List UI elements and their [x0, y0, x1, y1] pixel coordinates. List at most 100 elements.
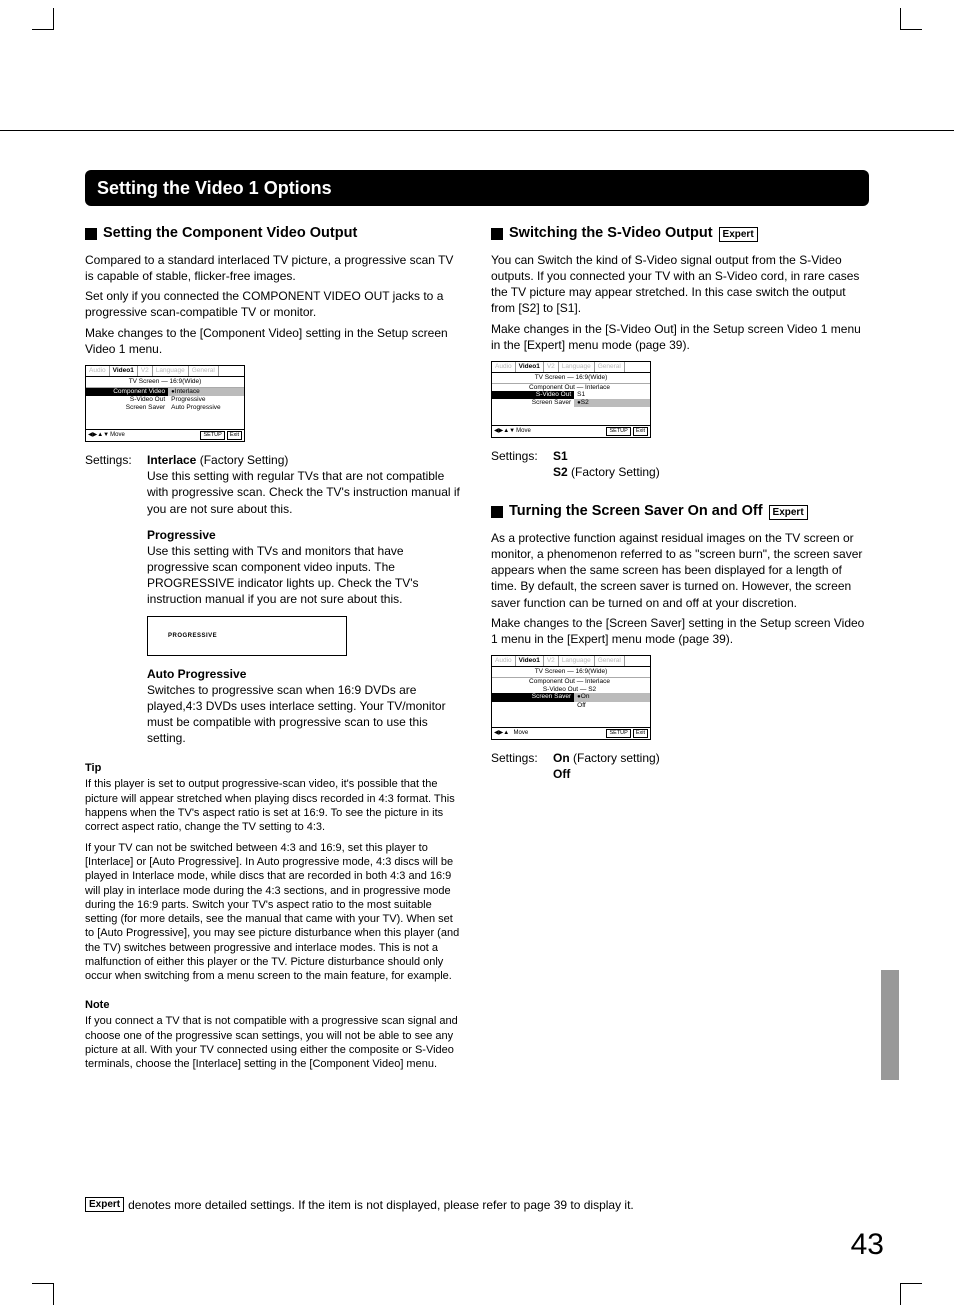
menu-row: S-Video Out S1 [492, 391, 650, 399]
section-title: Setting the Video 1 Options [85, 170, 869, 206]
setting-name: Auto Progressive [147, 666, 463, 682]
paragraph: Set only if you connected the COMPONENT … [85, 288, 463, 320]
menu-row: Screen Saver Auto Progressive [86, 404, 244, 412]
menu-header: TV Screen — 16:9(Wide) [492, 373, 650, 384]
setup-button: SETUP [200, 431, 224, 440]
square-bullet-icon [491, 506, 503, 518]
paragraph: You can Switch the kind of S-Video signa… [491, 252, 869, 317]
note-heading: Note [85, 998, 463, 1013]
setting-body: Switches to progressive scan when 16:9 D… [147, 682, 463, 747]
side-tab [881, 970, 899, 1080]
footer-buttons: SETUP Exit [200, 431, 242, 440]
nav-icons: ◀▶▲▼ Move [494, 428, 531, 435]
exit-button: Exit [227, 431, 242, 440]
tab-active: Video1 [516, 362, 544, 372]
nav-icons: ◀▶▲▼ Move [88, 432, 125, 439]
tab: General [595, 656, 625, 666]
crop-mark-tl [32, 8, 54, 30]
menu-rows: Component Out — Interlace S-Video Out — … [492, 678, 650, 710]
footer-buttons: SETUP Exit [606, 427, 648, 436]
paragraph: Compared to a standard interlaced TV pic… [85, 252, 463, 284]
settings-row: Settings: S1 S2 (Factory Setting) [491, 448, 869, 480]
paragraph: As a protective function against residua… [491, 530, 869, 611]
menu-full: Component Out — Interlace [492, 384, 650, 392]
menu-full: S-Video Out — S2 [492, 686, 650, 694]
setting-paren: (Factory Setting) [568, 465, 660, 479]
page-content: Setting the Video 1 Options Setting the … [85, 130, 869, 1072]
tab: Audio [492, 656, 516, 666]
setting-name: Off [553, 767, 570, 781]
menu-screenshot-screensaver: Audio Video1 V2 Language General TV Scre… [491, 655, 651, 740]
heading-screensaver: Turning the Screen Saver On and Off Expe… [491, 502, 869, 522]
heading-svideo: Switching the S-Video Output Expert [491, 224, 869, 244]
heading-text: Setting the Component Video Output [103, 224, 357, 244]
menu-header: TV Screen — 16:9(Wide) [492, 667, 650, 678]
exit-button: Exit [633, 427, 648, 436]
menu-footer: ◀▶▲▼ Move SETUP Exit [492, 425, 650, 437]
footnote-text: denotes more detailed settings. If the i… [128, 1197, 634, 1213]
menu-val: Auto Progressive [168, 404, 244, 412]
columns: Setting the Component Video Output Compa… [85, 224, 869, 1071]
menu-rows: Component Out — Interlace S-Video Out S1… [492, 384, 650, 408]
footer-buttons: SETUP Exit [606, 729, 648, 738]
settings-value: On (Factory setting) Off [553, 750, 869, 782]
menu-row: Screen Saver ●On [492, 693, 650, 701]
menu-row: Component Out — Interlace [492, 384, 650, 392]
tab: Audio [86, 366, 110, 376]
menu-key [492, 702, 574, 710]
footnote: Expert denotes more detailed settings. I… [85, 1197, 869, 1213]
tip-paragraph: If this player is set to output progress… [85, 777, 463, 834]
nav-icons: ◀▶▲ Move [494, 730, 528, 737]
settings-value: Interlace (Factory Setting) Use this set… [147, 452, 463, 517]
tab: V2 [544, 656, 559, 666]
settings-row: Settings: Interlace (Factory Setting) Us… [85, 452, 463, 517]
menu-key: Screen Saver [492, 399, 574, 407]
expert-badge: Expert [719, 227, 758, 242]
tab: Language [559, 656, 595, 666]
tab: Audio [492, 362, 516, 372]
menu-tabs: Audio Video1 V2 Language General [492, 656, 650, 667]
menu-tabs: Audio Video1 V2 Language General [492, 362, 650, 373]
paragraph: Make changes to the [Component Video] se… [85, 325, 463, 357]
setting-name: Interlace [147, 453, 196, 467]
menu-row: S-Video Out Progressive [86, 396, 244, 404]
menu-val: S1 [574, 391, 650, 399]
expert-badge: Expert [85, 1197, 124, 1212]
heading-text: Turning the Screen Saver On and Off [509, 502, 763, 522]
progressive-indicator: PROGRESSIVE [147, 616, 347, 656]
menu-header: TV Screen — 16:9(Wide) [86, 377, 244, 388]
tab: General [189, 366, 219, 376]
tip-paragraph: If your TV can not be switched between 4… [85, 841, 463, 984]
menu-row: Component Out — Interlace [492, 678, 650, 686]
menu-val: Progressive [168, 396, 244, 404]
menu-rows: Component Video ●Interlace S-Video Out P… [86, 388, 244, 412]
setup-button: SETUP [606, 729, 630, 738]
square-bullet-icon [491, 228, 503, 240]
settings-label: Settings: [85, 452, 147, 517]
tab: Language [559, 362, 595, 372]
tip-heading: Tip [85, 761, 463, 776]
right-column: Switching the S-Video Output Expert You … [491, 224, 869, 1071]
setup-button: SETUP [606, 427, 630, 436]
exit-button: Exit [633, 729, 648, 738]
crop-mark-bl [32, 1283, 54, 1305]
menu-screenshot-component: Audio Video1 V2 Language General TV Scre… [85, 365, 245, 442]
menu-footer: ◀▶▲ Move SETUP Exit [492, 727, 650, 739]
square-bullet-icon [85, 228, 97, 240]
setting-body: Use this setting with TVs and monitors t… [147, 543, 463, 608]
menu-key: S-Video Out [86, 396, 168, 404]
paragraph: Make changes in the [S-Video Out] in the… [491, 321, 869, 353]
tab: Language [153, 366, 189, 376]
setting-name: Progressive [147, 527, 463, 543]
paragraph: Make changes to the [Screen Saver] setti… [491, 615, 869, 647]
menu-row: S-Video Out — S2 [492, 686, 650, 694]
settings-label: Settings: [491, 750, 553, 782]
menu-full: Component Out — Interlace [492, 678, 650, 686]
tab: V2 [138, 366, 153, 376]
setting-name: On [553, 751, 570, 765]
menu-key: Screen Saver [86, 404, 168, 412]
settings-row: Settings: On (Factory setting) Off [491, 750, 869, 782]
tab-active: Video1 [110, 366, 138, 376]
setting-paren: (Factory setting) [570, 751, 660, 765]
menu-val: ●S2 [574, 399, 650, 407]
